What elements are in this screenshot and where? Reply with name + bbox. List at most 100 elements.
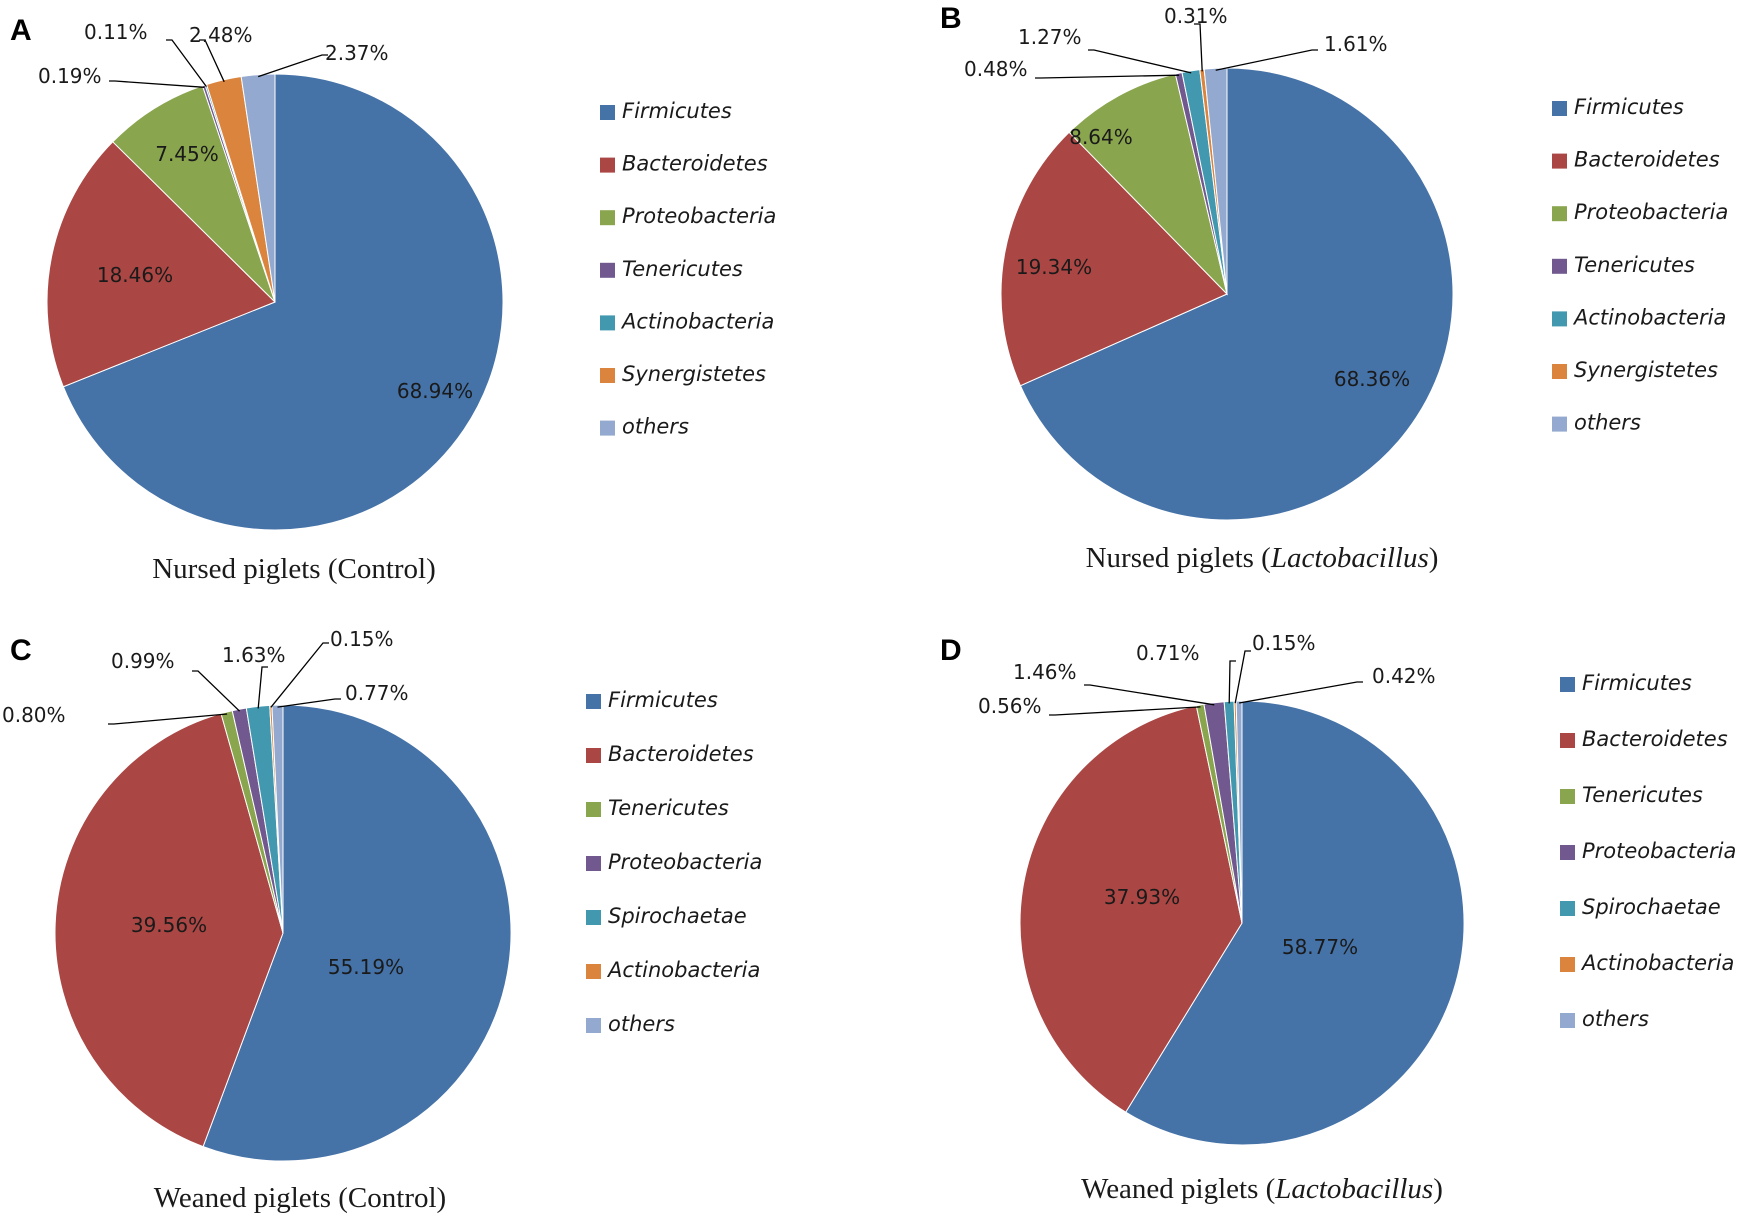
pie-panel-b: B 68.36% 19.34% 8.64% 0.48% 1.27% 0.31% 1.61% Fi…	[940, 2, 1728, 574]
legend-item-synergistetes: Synergistetes	[1574, 358, 1718, 382]
legend-swatch-spirochaetae	[1560, 901, 1575, 916]
legend-swatch-bacteroidetes	[600, 157, 615, 173]
leader-line-others	[257, 54, 328, 78]
data-label-firmicutes: 55.19%	[328, 955, 404, 979]
chart-title-italic: Lactobacillus	[1274, 1173, 1433, 1205]
legend-item-bacteroidetes: Bacteroidetes	[608, 742, 754, 766]
pie-panel-d: D 58.77% 37.93% 0.56% 1.46% 0.71% 0.15% 0.42% Fi…	[940, 631, 1736, 1205]
leader-line-proteobacteria	[192, 670, 241, 712]
legend-swatch-proteobacteria	[1552, 206, 1567, 222]
leader-line-synergistetes	[199, 39, 225, 83]
leader-line-tenericutes	[109, 80, 205, 88]
legend-swatch-firmicutes	[1560, 677, 1575, 692]
leader-line-tenericutes	[108, 713, 228, 725]
chart-title-suffix: )	[1433, 1173, 1443, 1205]
legend-swatch-firmicutes	[600, 105, 615, 120]
leader-line-synergistetes	[1194, 23, 1203, 72]
legend-swatch-proteobacteria	[1560, 845, 1575, 860]
legend-item-tenericutes: Tenericutes	[1582, 783, 1703, 807]
data-label-bacteroidetes: 19.34%	[1016, 255, 1092, 279]
pie-slice-others	[240, 73, 276, 303]
legend-swatch-tenericutes	[600, 262, 615, 278]
legend-item-proteobacteria: Proteobacteria	[622, 204, 776, 228]
legend-swatch-tenericutes	[586, 802, 601, 817]
legend-swatch-actinobacteria	[1560, 957, 1575, 972]
legend-item-firmicutes: Firmicutes	[1582, 671, 1692, 695]
data-label-firmicutes: 68.36%	[1334, 367, 1410, 391]
leader-line-proteobacteria	[1084, 684, 1215, 706]
leader-line-others	[1215, 49, 1318, 71]
legend-swatch-others	[1560, 1013, 1575, 1028]
legend-item-tenericutes: Tenericutes	[622, 257, 743, 281]
legend-swatch-actinobacteria	[586, 964, 601, 979]
legend-swatch-actinobacteria	[600, 315, 615, 331]
leader-line-tenericutes	[1035, 74, 1180, 79]
data-label-firmicutes: 68.94%	[397, 379, 473, 403]
chart-title-text: Nursed piglets (	[1086, 542, 1271, 574]
legend-swatch-firmicutes	[1552, 101, 1567, 116]
panel-letter: A	[10, 14, 32, 47]
data-label-tenericutes: 0.48%	[964, 57, 1028, 81]
pie-slice-firmicutes	[1019, 67, 1454, 521]
legend-item-proteobacteria: Proteobacteria	[608, 850, 762, 874]
legend-item-actinobacteria: Actinobacteria	[620, 309, 774, 333]
data-label-spirochaetae: 1.63%	[222, 643, 286, 667]
data-label-synergistetes: 0.31%	[1164, 4, 1228, 28]
chart-title: Nursed piglets (Lactobacillus)	[1086, 542, 1439, 574]
leader-line-others	[1238, 681, 1363, 704]
legend-item-bacteroidetes: Bacteroidetes	[1582, 727, 1728, 751]
legend-item-bacteroidetes: Bacteroidetes	[622, 152, 768, 176]
legend-item-actinobacteria: Actinobacteria	[1580, 951, 1734, 975]
chart-title: Weaned piglets (Lactobacillus)	[1081, 1173, 1443, 1205]
panel-letter: D	[940, 634, 962, 667]
legend-swatch-bacteroidetes	[586, 748, 601, 763]
legend-item-firmicutes: Firmicutes	[622, 99, 732, 123]
data-label-bacteroidetes: 18.46%	[97, 263, 173, 287]
panel-letter: B	[940, 2, 962, 35]
data-label-actinobacteria: 0.11%	[84, 20, 148, 44]
data-label-tenericutes: 0.19%	[38, 64, 102, 88]
data-label-tenericutes: 0.56%	[978, 694, 1042, 718]
data-label-bacteroidetes: 37.93%	[1104, 885, 1180, 909]
legend-item-firmicutes: Firmicutes	[1574, 95, 1684, 119]
data-label-others: 1.61%	[1324, 32, 1388, 56]
legend-swatch-tenericutes	[1560, 789, 1575, 804]
pie-slice-firmicutes	[62, 73, 504, 531]
legend-item-spirochaetae: Spirochaetae	[608, 904, 747, 928]
pie-slice-bacteroidetes	[46, 141, 276, 388]
data-label-others: 0.42%	[1372, 664, 1436, 688]
leader-line-others	[277, 698, 341, 708]
leader-line-actinobacteria	[1088, 49, 1192, 74]
data-label-spirochaetae: 0.71%	[1136, 641, 1200, 665]
legend-item-tenericutes: Tenericutes	[1574, 253, 1695, 277]
legend-item-actinobacteria: Actinobacteria	[606, 958, 760, 982]
pie-slice-firmicutes	[202, 704, 512, 1162]
pie-slice-firmicutes	[1125, 700, 1465, 1146]
data-label-actinobacteria: 0.15%	[1252, 631, 1316, 655]
legend-swatch-tenericutes	[1552, 258, 1567, 274]
chart-title-italic: Lactobacillus	[1270, 542, 1429, 574]
data-label-others: 0.77%	[345, 681, 409, 705]
legend-swatch-actinobacteria	[1552, 311, 1567, 327]
data-label-proteobacteria: 1.46%	[1013, 660, 1077, 684]
legend-item-others: others	[608, 1012, 675, 1036]
chart-title-text: Nursed piglets (Control)	[152, 553, 436, 585]
data-label-firmicutes: 58.77%	[1282, 935, 1358, 959]
leader-line-spirochaetae	[1228, 660, 1236, 704]
legend-swatch-bacteroidetes	[1552, 153, 1567, 169]
legend-swatch-others	[1552, 416, 1567, 432]
data-label-others: 2.37%	[325, 41, 389, 65]
panel-letter: C	[10, 634, 32, 667]
data-label-proteobacteria: 8.64%	[1069, 125, 1133, 149]
legend-item-others: others	[1582, 1007, 1649, 1031]
leader-line-tenericutes	[1049, 706, 1201, 716]
legend-item-actinobacteria: Actinobacteria	[1572, 305, 1726, 329]
leader-line-spirochaetae	[257, 666, 268, 709]
legend-item-proteobacteria: Proteobacteria	[1574, 200, 1728, 224]
data-label-synergistetes: 2.48%	[189, 23, 253, 47]
legend-item-spirochaetae: Spirochaetae	[1582, 895, 1721, 919]
data-label-proteobacteria: 7.45%	[155, 142, 219, 166]
legend-item-synergistetes: Synergistetes	[622, 362, 766, 386]
pie-panel-a: A 68.94% 18.46% 7.45% 0.19% 0.11% 2.48% 2.37% Fi…	[10, 14, 776, 585]
